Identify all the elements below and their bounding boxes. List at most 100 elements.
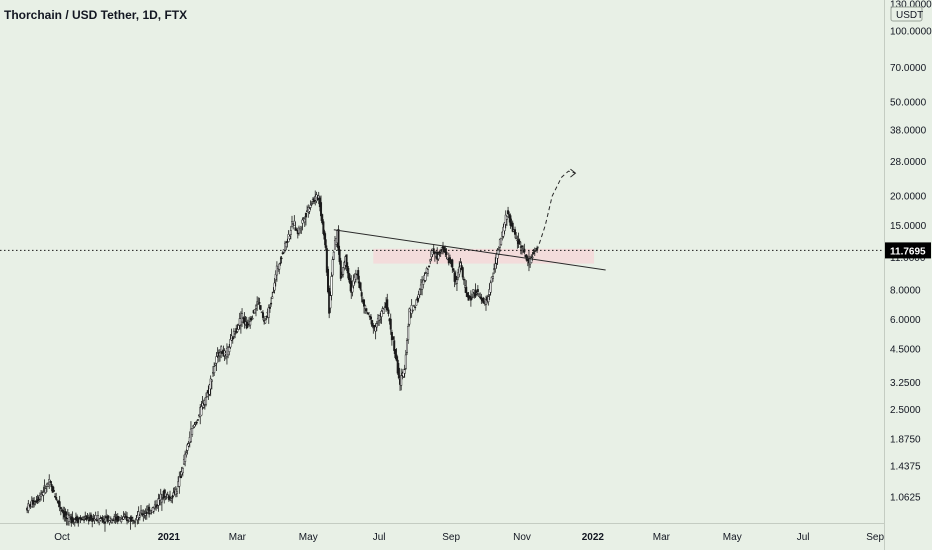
candle — [236, 323, 239, 334]
candle — [187, 440, 190, 448]
candle-body — [367, 312, 370, 314]
candle-body — [317, 195, 320, 199]
candle-body — [309, 204, 312, 208]
currency-badge[interactable] — [890, 6, 923, 22]
candle-body — [533, 250, 536, 252]
candle-body — [404, 354, 407, 369]
candle-body — [157, 498, 160, 506]
candle-body — [392, 336, 395, 340]
candle-body — [218, 352, 221, 357]
candle — [331, 256, 334, 277]
candle-body — [406, 340, 408, 353]
candle — [288, 234, 291, 240]
candle-body — [414, 306, 417, 309]
candle-body — [304, 212, 307, 218]
candle — [193, 422, 196, 429]
candle-body — [469, 296, 472, 301]
candle — [180, 466, 183, 479]
candle-body — [321, 214, 324, 224]
candle-body — [333, 240, 336, 250]
candle-body — [502, 226, 505, 237]
candle-body — [426, 269, 429, 274]
candle — [42, 486, 45, 502]
candle-body — [471, 296, 474, 299]
candle — [340, 271, 343, 278]
candle — [103, 515, 106, 532]
candle-body — [472, 289, 475, 293]
candle — [455, 275, 458, 292]
candle — [273, 278, 276, 294]
trendline[interactable] — [333, 229, 606, 271]
candle-body — [521, 245, 523, 248]
candle-body — [186, 444, 189, 451]
candle — [130, 515, 133, 522]
candle-body — [495, 254, 498, 264]
projection-path[interactable] — [536, 170, 576, 251]
candle-body — [109, 518, 112, 521]
candle — [533, 247, 536, 256]
candle-body — [338, 249, 341, 263]
candle-body — [101, 518, 104, 523]
candle — [475, 290, 478, 296]
candle — [478, 292, 481, 297]
candle-body — [301, 219, 304, 224]
candle — [466, 292, 469, 298]
price-tick-label: 1.8750 — [890, 434, 921, 445]
candle-body — [282, 249, 285, 253]
price-tick-label: 4.5000 — [890, 344, 921, 355]
candle-body — [503, 222, 506, 232]
candle — [274, 270, 277, 287]
candle-body — [445, 251, 448, 255]
candle — [122, 511, 125, 520]
candle — [208, 383, 211, 397]
resistance-zone[interactable] — [373, 248, 595, 264]
candle — [185, 449, 188, 458]
candle-body — [438, 251, 441, 254]
candle — [265, 315, 268, 321]
candle-body — [261, 312, 264, 318]
price-axis[interactable]: 130.0000 100.0000 70.0000 50.0000 38.0000 28.… — [890, 0, 932, 504]
candle-body — [350, 280, 353, 293]
candle-body — [162, 497, 165, 499]
candle-body — [99, 518, 102, 521]
candle — [92, 513, 95, 522]
candle-body — [403, 369, 406, 374]
time-axis[interactable]: Oct 2021 Mar May Jul Sep Nov 2022 Mar May Jul Sep — [54, 532, 884, 543]
candle-body — [422, 279, 425, 285]
candle — [129, 515, 132, 530]
candle-body — [155, 505, 158, 508]
candle — [465, 280, 468, 297]
candle — [79, 515, 82, 523]
candle-body — [81, 516, 84, 518]
candle — [56, 499, 59, 503]
candle-body — [421, 281, 424, 290]
candle — [396, 356, 399, 375]
candle-body — [97, 515, 100, 520]
candle-body — [42, 492, 45, 496]
candle-body — [504, 214, 507, 225]
candle — [515, 232, 518, 240]
candle — [54, 493, 57, 498]
candle — [472, 289, 475, 299]
candle-body — [229, 339, 232, 348]
candle-body — [497, 249, 500, 255]
candle-body — [56, 499, 59, 502]
candle-body — [428, 265, 431, 268]
candle-body — [202, 405, 205, 408]
time-tick-label: Sep — [442, 532, 460, 543]
candle — [386, 293, 389, 311]
candle — [201, 395, 204, 410]
candle-body — [279, 262, 282, 264]
candle-body — [193, 424, 196, 427]
candle-body — [137, 511, 140, 519]
candle-body — [415, 299, 418, 306]
candle — [469, 290, 472, 307]
candle — [369, 314, 372, 325]
price-tick-label: 15.0000 — [890, 221, 927, 232]
candle — [414, 305, 417, 311]
candle-body — [62, 510, 65, 514]
candle — [200, 400, 203, 416]
price-tick-label: 38.0000 — [890, 126, 927, 137]
